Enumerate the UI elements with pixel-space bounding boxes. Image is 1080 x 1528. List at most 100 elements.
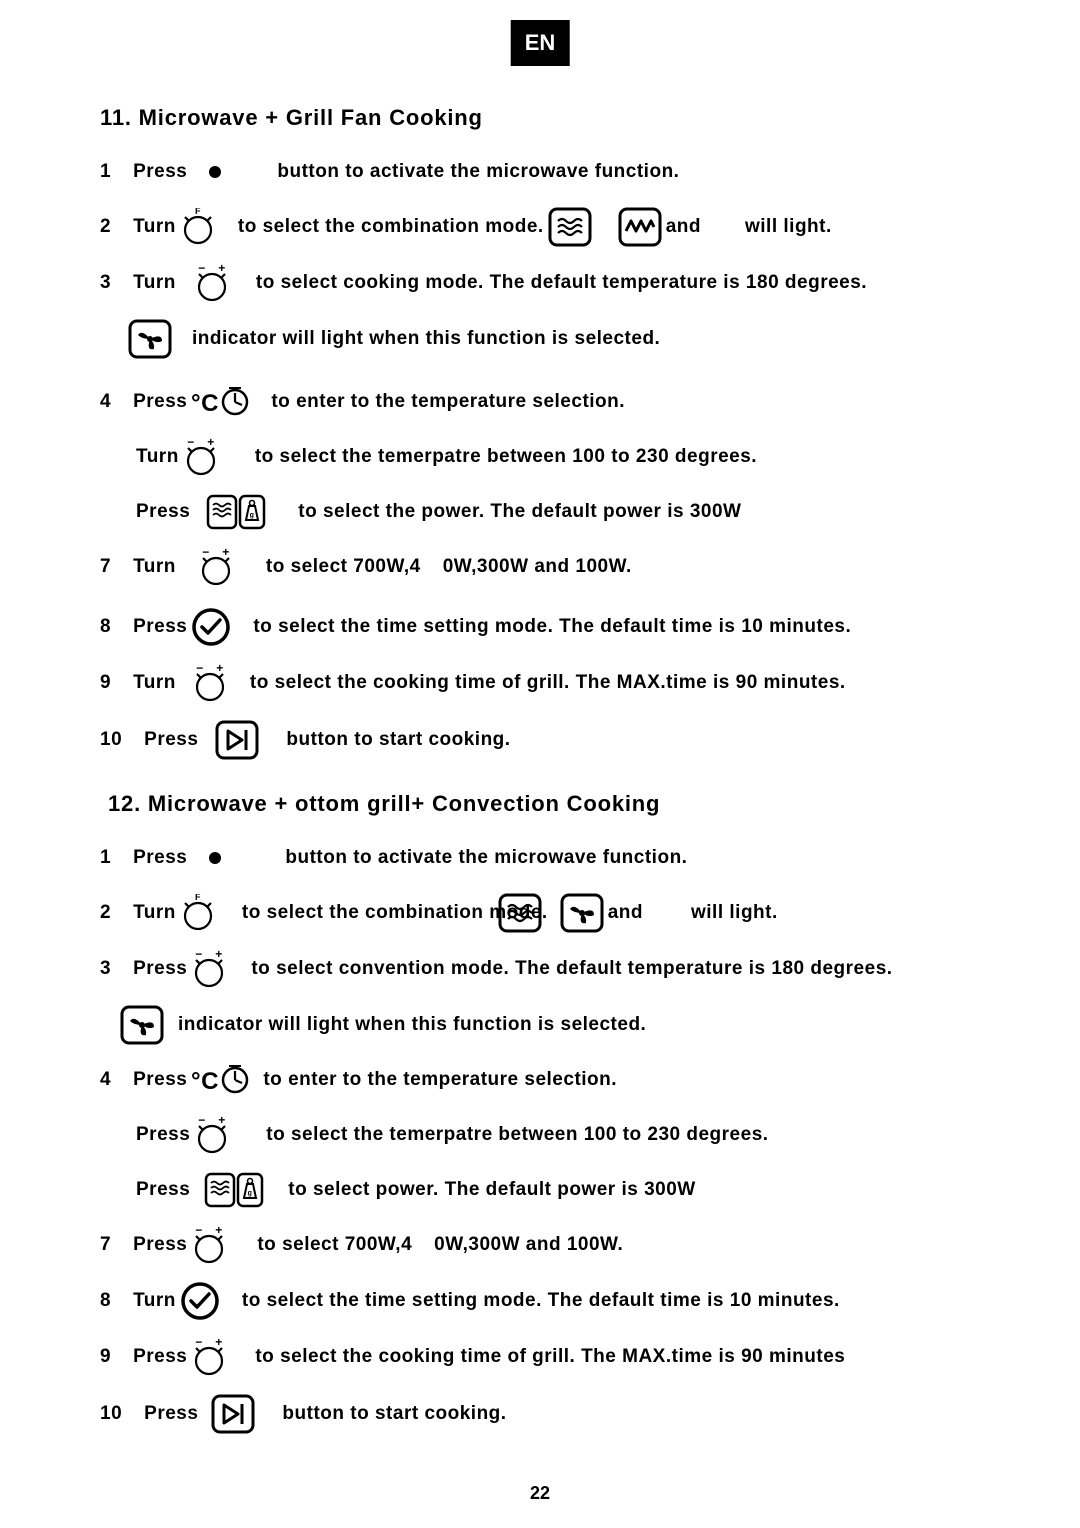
knob-pm-icon [183,437,219,477]
fan-icon [120,1005,164,1045]
txt: to select cooking mode. The default temp… [256,270,867,297]
knob-pm-icon [191,1225,227,1265]
txt: and [608,900,643,927]
s12-5: Press to select the temerpatre between 1… [100,1115,1000,1155]
txt: Press [133,956,187,983]
s11-10: 10 Press button to start cooking. [100,719,1000,761]
txt: button to start cooking. [282,1401,506,1428]
txt: to select the temerpatre between 100 to … [255,444,757,471]
language-badge: EN [511,20,570,66]
num: 8 [100,1288,111,1315]
s11-4: 4 Press to enter to the temperature sele… [100,383,1000,421]
txt: Press [144,1401,198,1428]
txt: to select convention mode. The default t… [251,956,892,983]
txt: Turn [136,444,179,471]
s12-7: 7 Press to select 700W,40W,300W and 100W… [100,1225,1000,1265]
num: 3 [100,270,111,297]
check-icon [180,1281,220,1321]
knob-pm-icon [194,263,230,303]
s12-1: 1 Press button to activate the microwave… [100,839,1000,877]
s12-2: 2 Turn to select the combination mode. a… [100,893,1000,933]
section-11-title: 11. Microwave + Grill Fan Cooking [100,105,1000,131]
s12-3b: indicator will light when this function … [120,1005,1000,1045]
txt: Press [133,1344,187,1371]
txt: button to start cooking. [286,727,510,754]
waves-icon [548,207,592,247]
num: 1 [100,159,111,186]
s12-9: 9 Press to select the cooking time of gr… [100,1337,1000,1377]
s11-3: 3 Turn to select cooking mode. The defau… [100,263,1000,303]
grill-icon [618,207,662,247]
txt: to select the time setting mode. The def… [242,1288,840,1315]
fan-icon [128,319,172,359]
page-number: 22 [530,1483,550,1504]
txt: button to activate the microwave functio… [285,845,687,872]
num: 9 [100,1344,111,1371]
check-icon [191,607,231,647]
txt: indicator will light when this function … [192,326,660,353]
s12-3: 3 Press to select convention mode. The d… [100,949,1000,989]
s12-8: 8 Turn to select the time setting mode. … [100,1281,1000,1321]
num: 9 [100,670,111,697]
txt: Turn [133,554,176,581]
txt: Turn [133,1288,176,1315]
txt: to select the time setting mode. The def… [253,614,851,641]
txt: to select the combination mode. [238,214,544,241]
txt: Press [133,389,187,416]
num: 3 [100,956,111,983]
s11-9: 9 Turn to select the cooking time of gri… [100,663,1000,703]
txt: to enter to the temperature selection. [263,1067,617,1094]
txt: Press [133,845,187,872]
power-icon [206,494,266,530]
section-12-title: 12. Microwave + ottom grill+ Convection … [108,791,1000,817]
num: 7 [100,554,111,581]
txt: and [666,214,701,241]
num: 2 [100,900,111,927]
s12-4: 4 Press to enter to the temperature sele… [100,1061,1000,1099]
s11-3b: indicator will light when this function … [128,319,1000,359]
txt: Turn [133,270,176,297]
num: 10 [100,1401,122,1428]
txt: to select the temerpatre between 100 to … [266,1122,768,1149]
knob-f-icon [180,208,216,246]
num: 4 [100,1067,111,1094]
txt: button to activate the microwave functio… [277,159,679,186]
txt: to select the cooking time of grill. The… [250,670,846,697]
txt: will light. [691,900,778,927]
num: 8 [100,614,111,641]
s12-6: Press to select power. The default power… [100,1171,1000,1209]
txt: Press [133,159,187,186]
temp-icon [191,385,251,419]
s11-6: Press to select the power. The default p… [100,493,1000,531]
knob-pm-icon [192,663,228,703]
dot-icon [209,166,221,178]
s11-1: 1 Press button to activate the microwave… [100,153,1000,191]
txt: will light. [745,214,832,241]
txt: to select the power. The default power i… [298,499,741,526]
s11-2: 2 Turn to select the combination mode. a… [100,207,1000,247]
txt: Press [136,1177,190,1204]
txt: Press [133,1232,187,1259]
knob-pm-icon [191,949,227,989]
txt: indicator will light when this function … [178,1012,646,1039]
txt: Press [136,1122,190,1149]
txt: Press [133,614,187,641]
txt: 0W,300W and 100W. [434,1232,623,1259]
txt: to select 700W,4 [266,554,421,581]
txt: Turn [133,900,176,927]
num: 7 [100,1232,111,1259]
txt: Press [133,1067,187,1094]
waves-icon [498,893,542,933]
s11-8: 8 Press to select the time setting mode.… [100,607,1000,647]
play-icon [214,719,260,761]
txt: Press [144,727,198,754]
txt: to enter to the temperature selection. [271,389,625,416]
knob-pm-icon [191,1337,227,1377]
txt: to select power. The default power is 30… [288,1177,695,1204]
num: 1 [100,845,111,872]
num: 10 [100,727,122,754]
page-content: 11. Microwave + Grill Fan Cooking 1 Pres… [100,105,1000,1451]
fan-icon [560,893,604,933]
temp-icon [191,1063,251,1097]
power-icon [204,1172,264,1208]
